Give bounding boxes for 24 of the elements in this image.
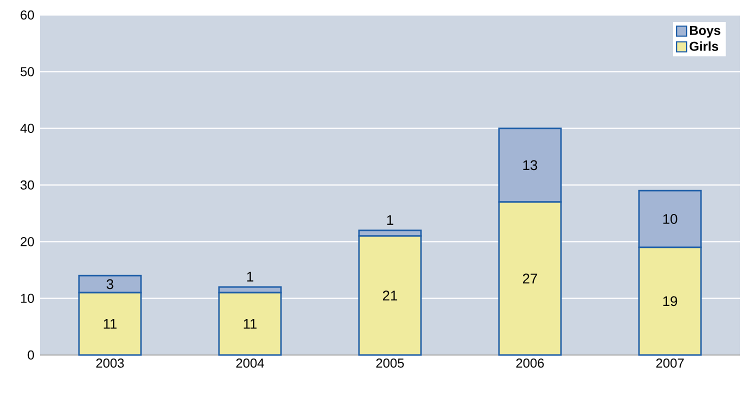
y-tick-label: 0 xyxy=(28,350,34,360)
y-tick-label: 10 xyxy=(21,294,34,303)
x-tick-label: 2006 xyxy=(516,358,544,368)
data-label: 11 xyxy=(244,319,257,329)
legend-label: Boys xyxy=(690,26,720,38)
data-label: 11 xyxy=(104,319,117,329)
y-tick-label: 50 xyxy=(20,67,34,76)
data-label: 19 xyxy=(663,296,678,306)
y-tick-label: 40 xyxy=(20,124,34,133)
x-tick-label: 2003 xyxy=(96,358,124,368)
x-tick-label: 2007 xyxy=(656,358,684,368)
data-label: 10 xyxy=(663,214,678,224)
y-tick-label: 30 xyxy=(20,180,34,190)
legend-label: Girls xyxy=(690,41,718,51)
x-tick-label: 2004 xyxy=(236,358,264,368)
data-label: 3 xyxy=(106,279,114,290)
y-tick-label: 20 xyxy=(20,237,34,246)
data-label: 1 xyxy=(247,272,254,282)
data-label: 1 xyxy=(387,215,394,225)
data-label: 21 xyxy=(382,290,398,300)
data-label: 27 xyxy=(522,274,538,284)
data-label: 13 xyxy=(523,160,538,170)
y-tick-label: 60 xyxy=(20,10,34,20)
x-tick-label: 2005 xyxy=(376,358,404,368)
